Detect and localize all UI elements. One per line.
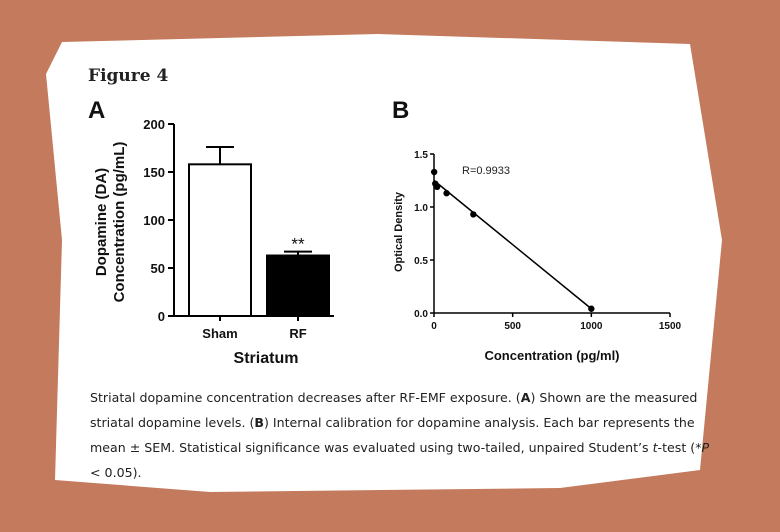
caption-italic-t: t [652, 440, 658, 455]
x-tick-label: Sham [202, 326, 237, 341]
caption-text-5: < 0.05). [90, 465, 142, 480]
y-axis-label: Optical Density [393, 191, 405, 272]
data-point [433, 183, 441, 191]
caption-text-3: ) Internal calibration for dopamine anal… [90, 415, 695, 455]
y-tick-label: 150 [143, 165, 165, 180]
caption-text-2: ) Shown are the measured striatal dopami… [90, 390, 698, 430]
data-point [443, 190, 450, 197]
panel-b-letter: B [392, 97, 410, 124]
figure-caption: Striatal dopamine concentration decrease… [90, 385, 710, 485]
significance-marker: ** [291, 235, 305, 254]
x-tick-label: 1500 [659, 321, 682, 332]
figure-title: Figure 4 [88, 66, 169, 86]
x-axis-label: Concentration (pg/ml) [484, 348, 619, 363]
fit-line [433, 179, 592, 310]
chart-a-bars: ** [188, 146, 330, 318]
panel-a-letter: A [88, 97, 106, 124]
y-axis-label-line1: Dopamine (DA) [93, 168, 110, 276]
y-tick-label: 0 [158, 309, 165, 324]
caption-text-1: Striatal dopamine concentration decrease… [90, 390, 521, 405]
bar-rf [266, 254, 330, 318]
bar-chart-striatal-dopamine: Dopamine (DA) Concentration (pg/mL) 0 50 1… [93, 117, 334, 367]
scatter-calibration-curve: Optical Density 0.0 0.5 1.0 1.5 0 500 1000 1500… [393, 150, 682, 363]
y-tick-label: 100 [143, 213, 165, 228]
y-tick-label: 200 [143, 117, 165, 132]
data-point [588, 305, 595, 312]
data-point [430, 168, 438, 176]
y-tick-label: 0.5 [414, 256, 428, 267]
chart-b-axes: 0.0 0.5 1.0 1.5 0 500 1000 1500 [414, 150, 681, 332]
x-tick-label: 0 [431, 321, 437, 332]
x-axis-label: Striatum [234, 350, 299, 367]
y-tick-label: 0.0 [414, 309, 428, 320]
y-tick-label: 1.0 [414, 203, 428, 214]
chart-b-marks [430, 168, 595, 312]
y-tick-label: 1.5 [414, 150, 428, 161]
x-tick-label: 500 [504, 321, 521, 332]
caption-italic-p: P [701, 440, 710, 455]
y-tick-label: 50 [151, 261, 165, 276]
x-tick-label: 1000 [580, 321, 603, 332]
data-point [470, 211, 477, 218]
bar-sham [188, 163, 252, 317]
y-axis-label-line2: Concentration (pg/mL) [111, 142, 128, 303]
x-tick-label: RF [289, 326, 306, 341]
fit-annotation: R=0.9933 [462, 165, 510, 177]
caption-bold-b: B [254, 415, 264, 430]
caption-bold-a: A [520, 390, 531, 405]
caption-text-4: -test (* [657, 440, 702, 455]
